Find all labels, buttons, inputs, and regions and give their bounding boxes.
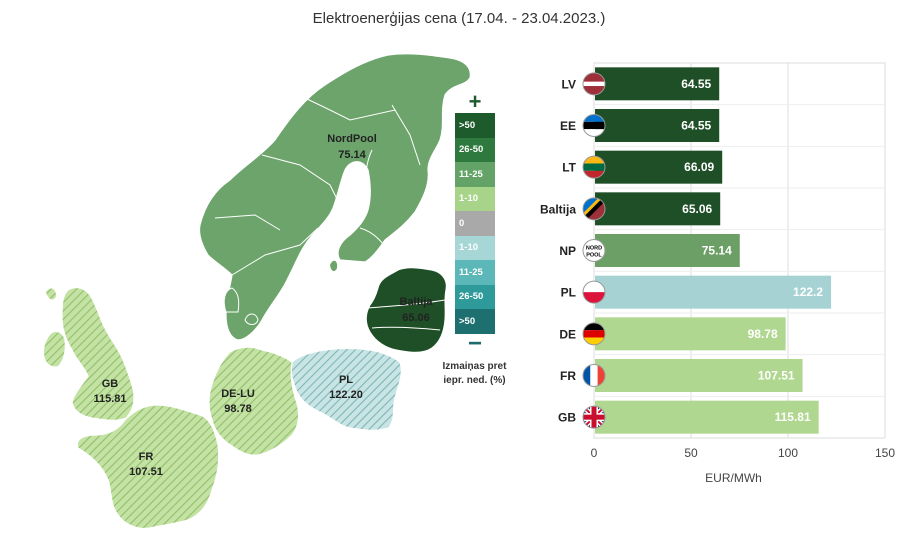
category-label: Baltija [540,202,576,216]
uk-flag-icon [582,405,606,429]
x-tick-label: 100 [778,446,798,460]
svg-text:POOL: POOL [586,253,602,259]
map-label-gb-value: 115.81 [93,393,126,405]
chart-title: Elektroenerģijas cena (17.04. - 23.04.20… [312,10,606,27]
bar [595,359,803,392]
category-label: PL [561,286,576,300]
category-label: FR [560,369,576,383]
germany-flag-icon [582,322,606,346]
category-label: EE [560,119,576,133]
legend-note-line2: iepr. ned. (%) [443,375,506,386]
legend-item: 1-10 [455,186,495,211]
bar-value-label: 107.51 [758,369,795,383]
legend-item: 11-25 [455,162,495,187]
legend-item: >50 [455,113,495,138]
x-tick-label: 150 [875,446,895,460]
legend-plus-sign: + [468,89,482,114]
bar-value-label: 66.09 [684,160,714,174]
bar [595,192,721,226]
nordpool-region [198,53,471,341]
france-flag-icon [582,364,606,387]
category-label: LV [562,77,576,91]
map-label-pl-value: 122.20 [329,389,363,401]
map-label-fr-value: 107.51 [129,466,163,478]
svg-text:NORD: NORD [586,246,602,252]
map-label-fr-code: FR [139,451,154,463]
baltic-flag-icon [582,197,606,221]
bar [595,317,786,351]
category-label: GB [558,411,576,425]
map-label-gb-code: GB [102,378,119,390]
map-label-baltija-value: 65.06 [402,312,430,324]
bar [595,234,740,267]
legend-note-line1: Izmaiņas pret [442,361,507,372]
map-label-delu-value: 98.78 [224,403,252,415]
ireland-region [44,332,65,367]
category-label: LT [562,161,576,175]
lithuania-flag-icon [582,155,606,179]
poland-region [290,347,402,431]
bar [595,400,819,434]
map-label-nordpool-value: 75.14 [338,149,366,161]
map-label-baltija-code: Baltija [399,296,433,308]
bar-value-label: 64.55 [681,77,711,91]
x-tick-label: 0 [591,446,598,460]
map-label-pl-code: PL [339,374,353,386]
legend-item: >50 [455,309,495,334]
legend-item: 26-50 [455,137,495,162]
estonia-flag-icon [582,114,606,137]
bar-value-label: 75.14 [702,244,732,258]
change-legend: + >50 26-50 11-25 1-10 0 1-10 11-25 26-50 >50 − [455,89,495,357]
legend-note: Izmaiņas pret iepr. ned. (%) [432,360,517,388]
bar-value-label: 64.55 [681,119,711,133]
bar-value-label: 65.06 [682,202,712,216]
bar [595,67,720,101]
legend-minus-sign: − [467,329,482,357]
legend-item: 26-50 [455,284,495,309]
map-label-delu-code: DE-LU [221,388,255,400]
legend-item: 11-25 [455,260,495,285]
category-label: DE [559,327,576,341]
x-axis-label: EUR/MWh [705,471,762,485]
x-tick-label: 50 [684,446,698,460]
baltics-region [365,267,447,353]
bar-value-label: 122.2 [793,285,823,299]
bar-value-label: 98.78 [748,327,778,341]
poland-flag-icon [582,280,606,304]
bar [595,150,723,184]
france-region [76,404,220,530]
bar [595,275,832,309]
legend-item: 0 [455,211,495,236]
category-label: NP [559,244,576,258]
germany-region [208,346,300,456]
uk-region [61,286,135,421]
legend-item: 1-10 [455,235,495,260]
latvia-flag-icon [582,72,606,96]
map-label-nordpool-code: NordPool [327,133,377,145]
bar [595,109,720,142]
bar-value-label: 115.81 [775,410,811,424]
